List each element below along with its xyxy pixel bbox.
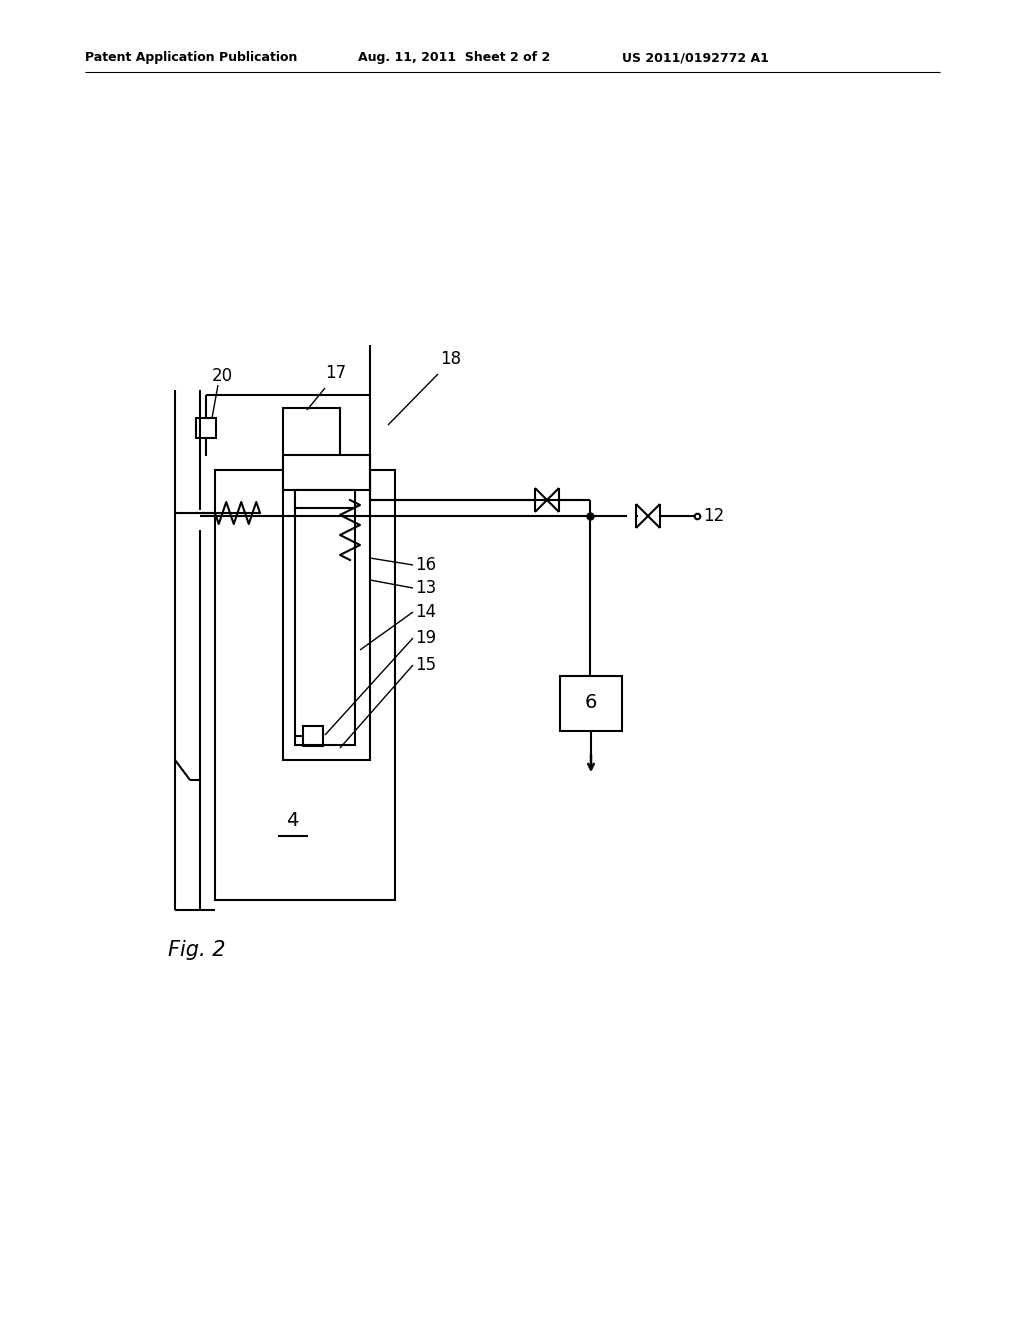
Bar: [560, 676, 622, 731]
Bar: [295, 484, 355, 744]
Bar: [196, 418, 216, 438]
Text: US 2011/0192772 A1: US 2011/0192772 A1: [622, 51, 769, 65]
Text: Patent Application Publication: Patent Application Publication: [85, 51, 297, 65]
Text: 15: 15: [415, 656, 436, 675]
Bar: [283, 470, 370, 760]
Text: 19: 19: [415, 630, 436, 647]
Bar: [283, 408, 340, 470]
Text: 16: 16: [415, 556, 436, 574]
Bar: [295, 490, 355, 508]
Text: 14: 14: [415, 603, 436, 620]
Text: Fig. 2: Fig. 2: [168, 940, 225, 960]
Text: 6: 6: [585, 693, 597, 713]
Text: 12: 12: [703, 507, 724, 525]
Bar: [303, 726, 323, 746]
Bar: [215, 470, 395, 900]
Text: 4: 4: [286, 810, 298, 829]
Bar: [283, 455, 370, 490]
Text: Aug. 11, 2011  Sheet 2 of 2: Aug. 11, 2011 Sheet 2 of 2: [358, 51, 550, 65]
Text: 18: 18: [440, 350, 461, 368]
Text: 17: 17: [325, 364, 346, 381]
Text: 20: 20: [211, 367, 232, 385]
Text: 13: 13: [415, 579, 436, 597]
